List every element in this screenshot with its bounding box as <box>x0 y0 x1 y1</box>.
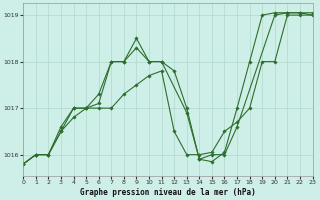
X-axis label: Graphe pression niveau de la mer (hPa): Graphe pression niveau de la mer (hPa) <box>80 188 256 197</box>
